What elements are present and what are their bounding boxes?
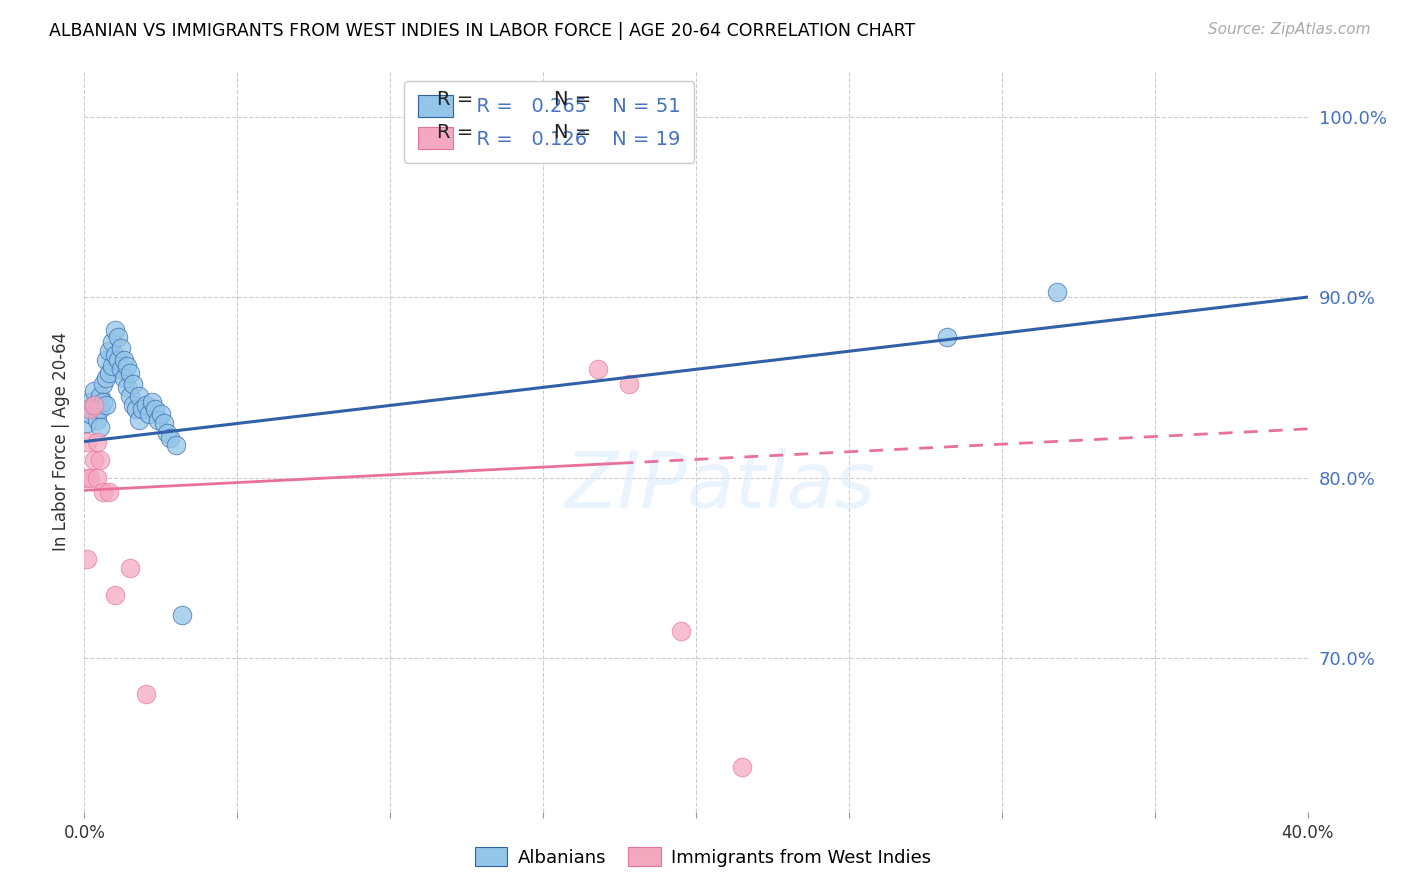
- Point: [94, 353, 117, 368]
- Point: [115, 380, 138, 394]
- Point: [138, 408, 160, 422]
- Text: N =: N =: [554, 90, 592, 109]
- Point: [122, 399, 145, 413]
- Point: [120, 561, 142, 575]
- Point: [79, 408, 101, 422]
- Point: [146, 413, 169, 427]
- Point: [110, 341, 132, 355]
- Point: [97, 344, 120, 359]
- Point: [79, 394, 101, 409]
- Legend: Albanians, Immigrants from West Indies: Albanians, Immigrants from West Indies: [467, 840, 939, 874]
- Point: [131, 402, 153, 417]
- Y-axis label: In Labor Force | Age 20-64: In Labor Force | Age 20-64: [52, 332, 70, 551]
- Point: [83, 399, 105, 413]
- Point: [89, 420, 111, 434]
- Point: [89, 389, 111, 403]
- Point: [172, 607, 194, 622]
- Point: [83, 452, 105, 467]
- Text: R =: R =: [437, 90, 472, 109]
- Point: [617, 376, 640, 391]
- Text: ZIPatlas: ZIPatlas: [565, 448, 876, 524]
- Point: [97, 366, 120, 380]
- Point: [86, 413, 108, 427]
- Legend:   R =   0.265    N = 51,   R =   0.126    N = 19: R = 0.265 N = 51, R = 0.126 N = 19: [404, 81, 695, 163]
- Point: [76, 417, 98, 431]
- Point: [135, 399, 157, 413]
- Point: [76, 470, 98, 484]
- Point: [128, 389, 150, 403]
- Point: [143, 402, 166, 417]
- Point: [86, 470, 108, 484]
- Point: [104, 588, 127, 602]
- Point: [91, 394, 114, 409]
- Text: Source: ZipAtlas.com: Source: ZipAtlas.com: [1208, 22, 1371, 37]
- Point: [107, 330, 129, 344]
- Point: [94, 371, 117, 385]
- Text: ALBANIAN VS IMMIGRANTS FROM WEST INDIES IN LABOR FORCE | AGE 20-64 CORRELATION C: ALBANIAN VS IMMIGRANTS FROM WEST INDIES …: [49, 22, 915, 40]
- Point: [110, 362, 132, 376]
- Point: [141, 394, 163, 409]
- Text: R =: R =: [437, 123, 472, 142]
- Point: [115, 359, 138, 373]
- Point: [104, 322, 127, 336]
- Point: [101, 335, 124, 350]
- Point: [79, 402, 101, 417]
- Text: N =: N =: [554, 123, 592, 142]
- Point: [107, 353, 129, 368]
- Point: [120, 389, 142, 403]
- Point: [94, 399, 117, 413]
- Point: [135, 687, 157, 701]
- Point: [101, 359, 124, 373]
- Point: [159, 431, 181, 445]
- Point: [669, 624, 692, 639]
- Point: [586, 362, 609, 376]
- Point: [86, 402, 108, 417]
- Point: [76, 402, 98, 417]
- Point: [112, 371, 135, 385]
- Point: [76, 434, 98, 449]
- Point: [165, 438, 187, 452]
- Point: [153, 417, 176, 431]
- Point: [91, 485, 114, 500]
- Point: [86, 434, 108, 449]
- Point: [97, 485, 120, 500]
- Point: [89, 402, 111, 417]
- Point: [149, 408, 172, 422]
- Point: [125, 402, 148, 417]
- Point: [935, 330, 957, 344]
- Point: [128, 413, 150, 427]
- Point: [731, 759, 754, 773]
- Point: [104, 348, 127, 362]
- Point: [112, 353, 135, 368]
- Point: [83, 399, 105, 413]
- Point: [91, 376, 114, 391]
- Point: [83, 384, 105, 398]
- Point: [156, 425, 179, 440]
- Point: [89, 452, 111, 467]
- Point: [120, 366, 142, 380]
- Point: [76, 552, 98, 566]
- Point: [79, 470, 101, 484]
- Point: [122, 376, 145, 391]
- Point: [1046, 285, 1069, 299]
